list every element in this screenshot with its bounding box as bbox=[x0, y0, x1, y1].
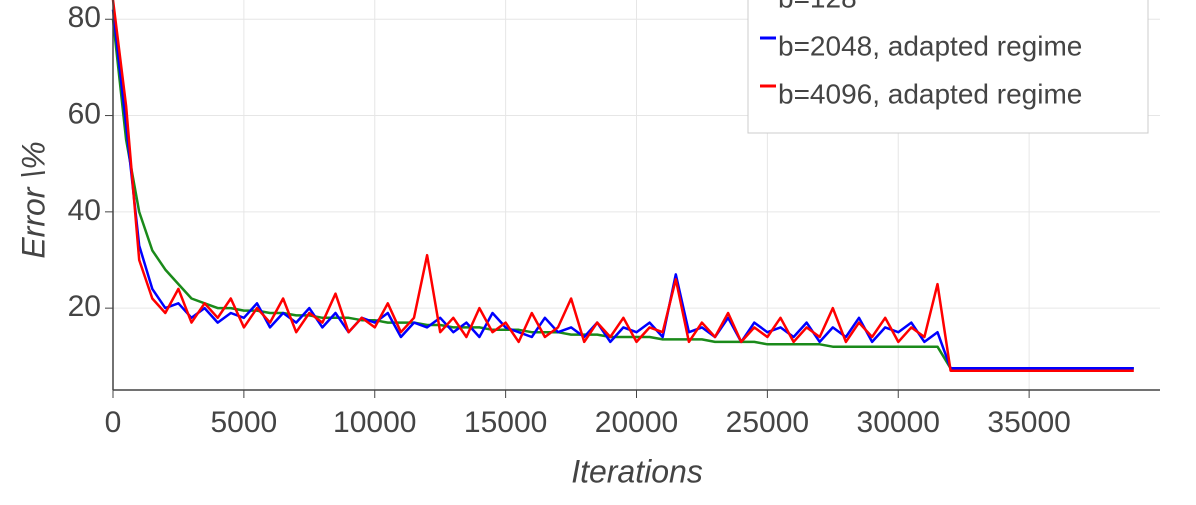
x-tick-label: 15000 bbox=[464, 406, 547, 439]
x-tick-label: 35000 bbox=[987, 406, 1070, 439]
legend-label: b=2048, adapted regime bbox=[778, 30, 1082, 61]
x-tick-label: 25000 bbox=[726, 406, 809, 439]
y-tick-label: 80 bbox=[68, 1, 101, 34]
y-axis-label: Error \% bbox=[15, 141, 51, 258]
legend-label: b=128 bbox=[778, 0, 857, 13]
x-tick-label: 20000 bbox=[595, 406, 678, 439]
x-tick-label: 30000 bbox=[857, 406, 940, 439]
y-tick-label: 40 bbox=[68, 194, 101, 227]
legend: b=128 b=2048, adapted regime b=4096, adapt… bbox=[747, 0, 1149, 134]
x-axis-label: Iterations bbox=[571, 453, 703, 489]
legend-label: b=4096, adapted regime bbox=[778, 78, 1082, 109]
legend-box bbox=[747, 0, 1149, 134]
y-tick-label: 60 bbox=[68, 97, 101, 130]
series-line bbox=[111, 0, 1134, 372]
x-tick-label: 10000 bbox=[333, 406, 416, 439]
x-tick-label: 0 bbox=[105, 406, 122, 439]
y-tick-label: 20 bbox=[68, 290, 101, 323]
series-line bbox=[111, 9, 1134, 370]
x-tick-label: 5000 bbox=[211, 406, 278, 439]
